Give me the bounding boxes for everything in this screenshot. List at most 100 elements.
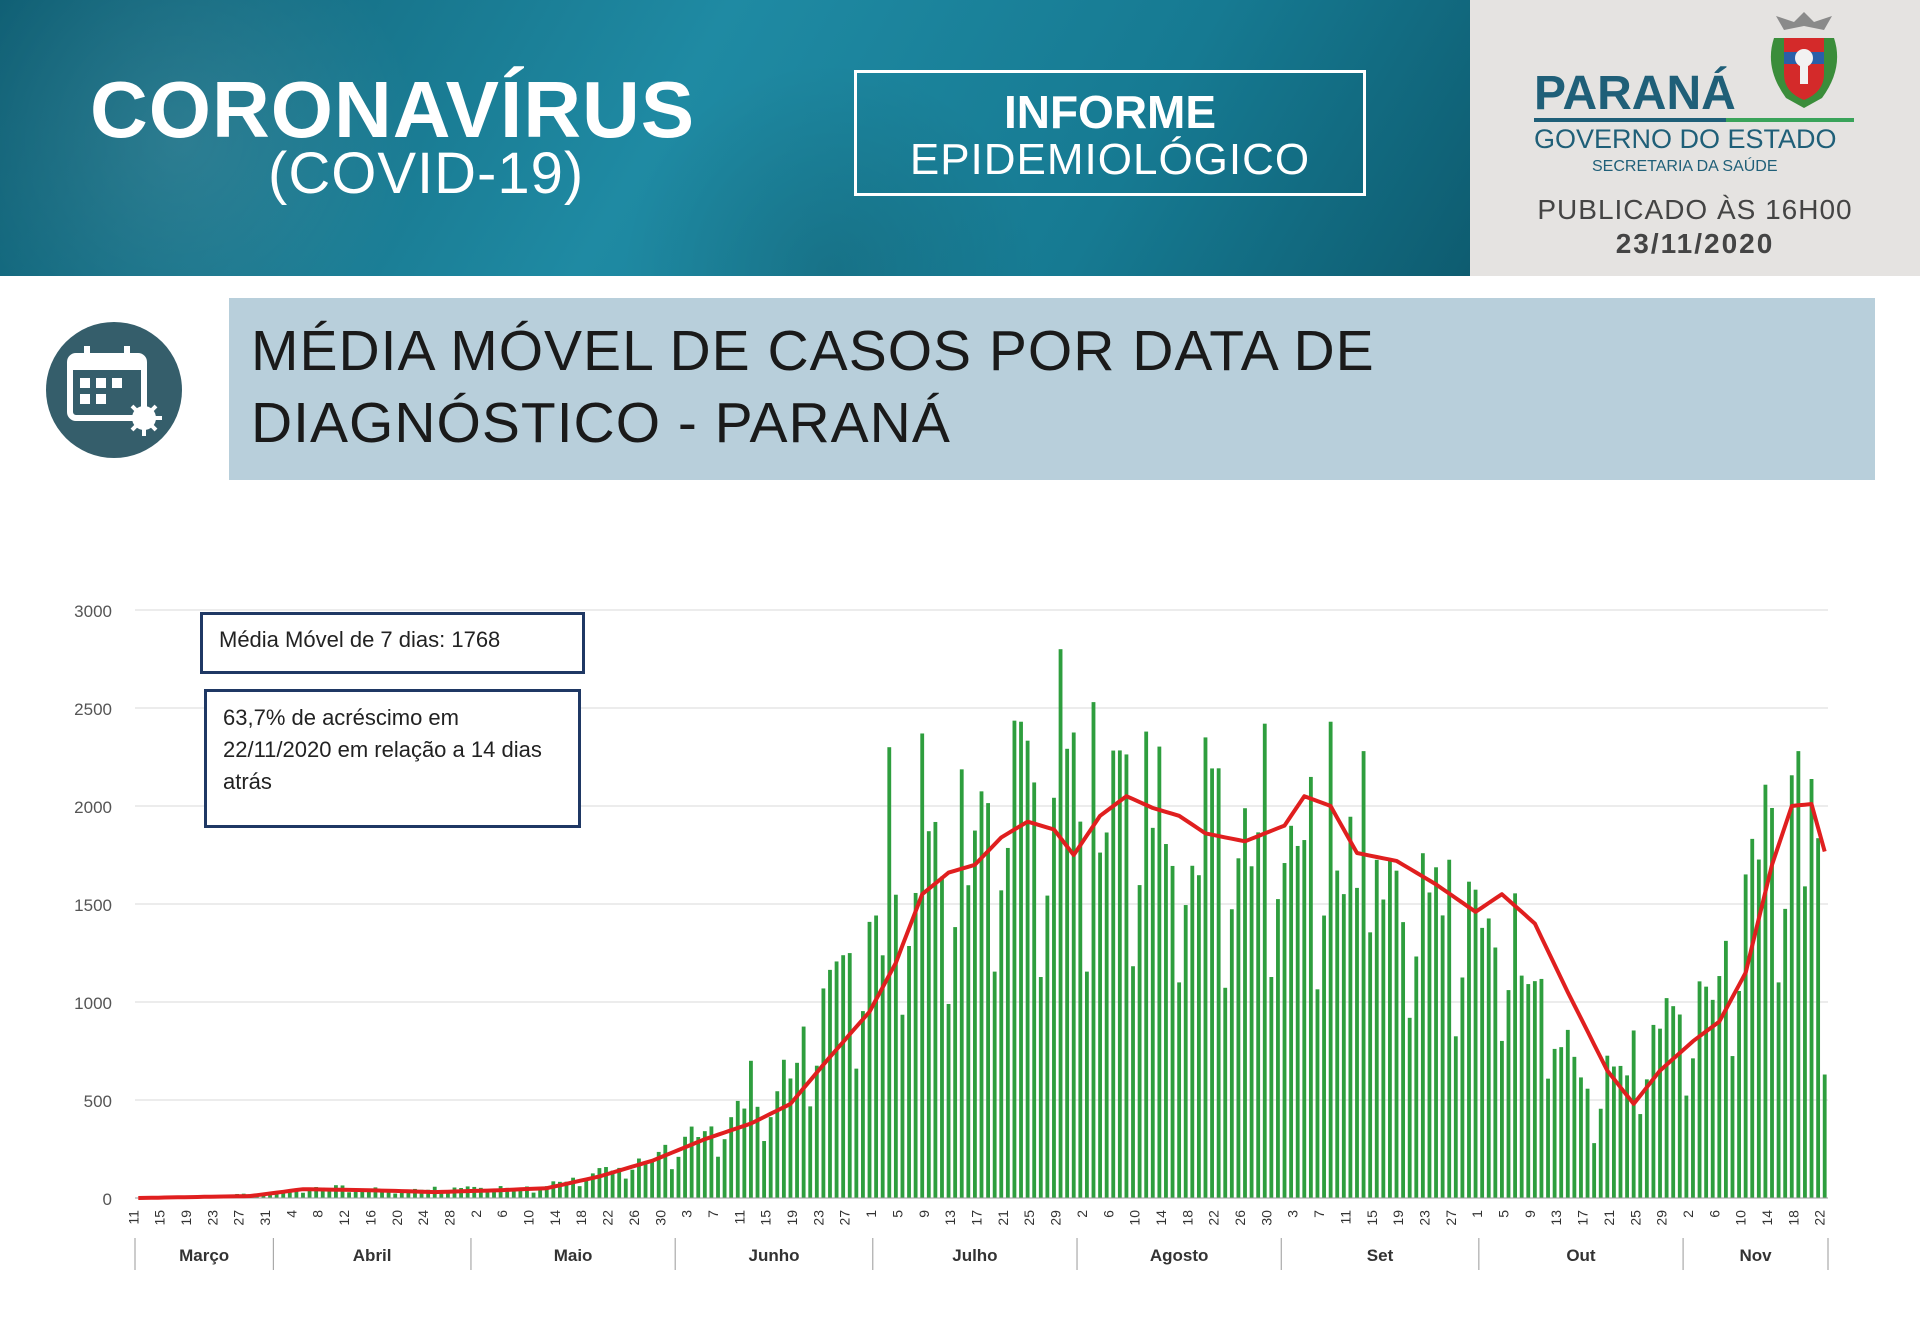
bar <box>1229 909 1234 1198</box>
bar <box>525 1186 529 1198</box>
x-tick-label: 24 <box>415 1210 431 1226</box>
bar <box>814 1065 819 1198</box>
bar <box>1427 892 1432 1198</box>
bar <box>1486 918 1491 1198</box>
banner-title: CORONAVÍRUS <box>90 65 696 154</box>
bar <box>1737 990 1741 1198</box>
bar <box>1546 1078 1550 1198</box>
x-tick-label: 12 <box>336 1210 352 1226</box>
x-tick-label: 11 <box>1337 1210 1353 1225</box>
bar <box>393 1193 398 1198</box>
bar <box>1407 1017 1412 1198</box>
government-panel: PARANÁ GOVERNO DO ESTADO SECRETARIA DA S… <box>1470 0 1920 276</box>
x-tick-label: 27 <box>837 1210 853 1226</box>
bar <box>788 1078 793 1198</box>
x-tick-label: 11 <box>125 1210 141 1225</box>
bar <box>696 1137 701 1198</box>
x-tick-label: 21 <box>1601 1210 1617 1226</box>
bar <box>1196 875 1201 1198</box>
bar <box>571 1177 575 1198</box>
bar <box>1157 746 1162 1198</box>
x-tick-label: 26 <box>1232 1210 1248 1226</box>
bar <box>1295 845 1300 1198</box>
bar <box>1704 986 1709 1198</box>
bar <box>940 876 944 1198</box>
bar <box>1453 1036 1458 1198</box>
increase-note: 63,7% de acréscimo em 22/11/2020 em rela… <box>204 689 581 828</box>
bar <box>861 1011 865 1198</box>
x-tick-label: 6 <box>1706 1210 1722 1218</box>
bar <box>1493 947 1498 1198</box>
x-tick-label: 16 <box>362 1210 378 1226</box>
y-tick-label: 1000 <box>74 994 112 1013</box>
bar <box>623 1178 628 1198</box>
bar <box>1789 775 1794 1198</box>
bar <box>1440 915 1445 1198</box>
bar <box>1164 844 1168 1198</box>
bar <box>1308 776 1313 1198</box>
report-label-2: EPIDEMIOLÓGICO <box>909 135 1311 184</box>
bar <box>386 1189 391 1198</box>
bar <box>1335 870 1340 1198</box>
bar <box>986 803 990 1198</box>
bar <box>1414 956 1419 1198</box>
bar <box>557 1181 562 1198</box>
bar <box>669 1169 674 1198</box>
x-tick-label: 18 <box>573 1210 589 1226</box>
x-tick-label: 9 <box>1522 1210 1538 1218</box>
bar <box>1124 754 1129 1198</box>
state-name: PARANÁ <box>1534 67 1736 120</box>
bar <box>1500 1040 1504 1198</box>
logo-divider <box>1534 118 1854 122</box>
bar <box>1783 908 1788 1198</box>
bar <box>1058 649 1063 1198</box>
x-tick-label: 13 <box>1548 1210 1564 1226</box>
bar <box>933 821 938 1198</box>
bar <box>926 831 931 1198</box>
bar <box>518 1189 523 1198</box>
x-tick-label: 7 <box>705 1210 721 1218</box>
bar <box>1388 859 1392 1198</box>
bar <box>1091 702 1096 1198</box>
bar <box>650 1160 655 1198</box>
bar <box>1236 858 1241 1198</box>
y-tick-label: 0 <box>103 1190 112 1209</box>
bar <box>1150 827 1155 1198</box>
bar <box>920 733 925 1198</box>
bar <box>1052 797 1056 1198</box>
bar <box>1203 737 1208 1198</box>
x-tick-label: 19 <box>178 1210 194 1226</box>
bar <box>327 1188 332 1198</box>
x-tick-label: 5 <box>1496 1210 1512 1218</box>
bar <box>1750 838 1755 1198</box>
x-tick-label: 22 <box>1206 1210 1222 1226</box>
bar <box>610 1170 615 1198</box>
bar <box>768 1117 773 1198</box>
bar <box>1803 886 1807 1198</box>
bar <box>1625 1075 1629 1198</box>
bar <box>749 1060 753 1198</box>
x-tick-label: 1 <box>863 1210 879 1218</box>
bar <box>1710 999 1715 1198</box>
bar <box>1743 874 1748 1198</box>
bar <box>880 955 885 1198</box>
bar <box>716 1156 720 1198</box>
bar <box>854 1068 859 1198</box>
bar <box>1796 751 1801 1198</box>
bar <box>1078 821 1083 1198</box>
bar <box>1420 853 1425 1198</box>
banner-subtitle: (COVID-19) <box>268 141 585 206</box>
bar <box>735 1100 740 1198</box>
bar <box>953 927 958 1198</box>
bar <box>828 969 832 1198</box>
bar <box>1401 922 1406 1198</box>
bar <box>1361 751 1366 1198</box>
bar <box>1519 975 1524 1198</box>
bar <box>1631 1030 1636 1198</box>
bar <box>841 955 846 1198</box>
bar <box>1210 768 1214 1198</box>
bar <box>1098 852 1102 1198</box>
x-tick-label: 19 <box>1390 1210 1406 1226</box>
bar <box>801 1026 806 1198</box>
